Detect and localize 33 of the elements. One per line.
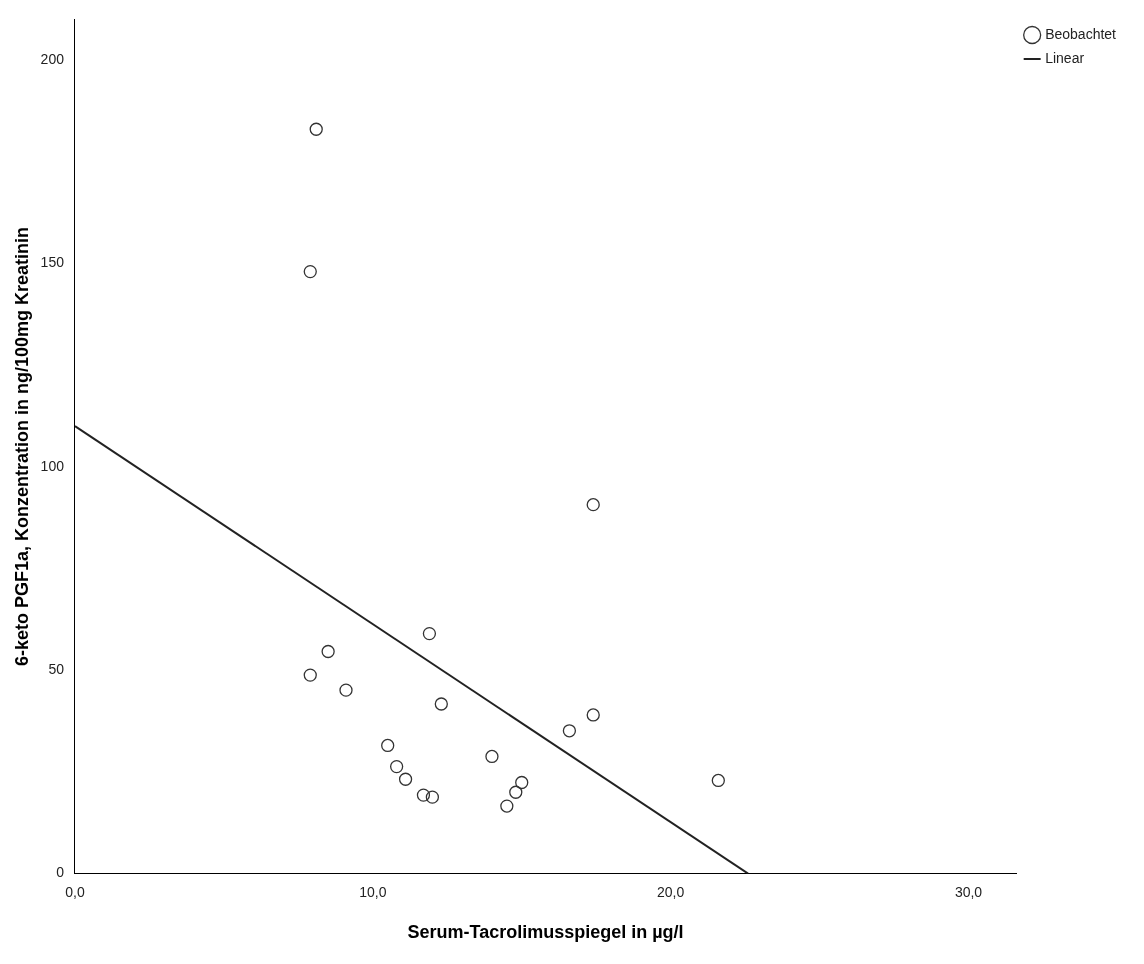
y-tick-label: 50: [48, 661, 65, 678]
y-axis-title: 6-keto PGF1a, Konzentration in ng/100mg Kreatinin: [11, 226, 32, 667]
point: [422, 626, 437, 641]
x-tick-label: 30,0: [954, 883, 983, 900]
y-tick-label: 200: [40, 50, 65, 67]
point: [586, 498, 600, 512]
point: [303, 668, 317, 682]
point: [398, 772, 413, 786]
point: [416, 788, 431, 802]
point: [586, 708, 600, 722]
point: [389, 759, 404, 774]
point: [425, 790, 440, 804]
point: [509, 785, 523, 799]
legend-label: Beobachtet: [1045, 25, 1117, 42]
point: [381, 738, 395, 753]
point: [485, 749, 499, 764]
x-tick-label: 10,0: [359, 883, 387, 900]
point: [500, 799, 514, 813]
x-tick-label: 0,0: [65, 883, 85, 900]
point: [309, 122, 323, 136]
y-tick-label: 100: [40, 457, 65, 474]
y-tick-label: 0: [56, 864, 65, 881]
point: [339, 683, 353, 697]
point: [434, 697, 448, 711]
y-tick-label: 150: [40, 254, 65, 271]
x-axis-title: Serum-Tacrolimusspiegel in µg/l: [407, 922, 684, 943]
legend-label: Linear: [1045, 49, 1085, 66]
point: [562, 724, 577, 738]
point: [711, 773, 725, 788]
point: [321, 644, 335, 659]
point: [303, 264, 317, 279]
x-tick-label: 20,0: [657, 883, 685, 900]
point: [515, 775, 529, 790]
